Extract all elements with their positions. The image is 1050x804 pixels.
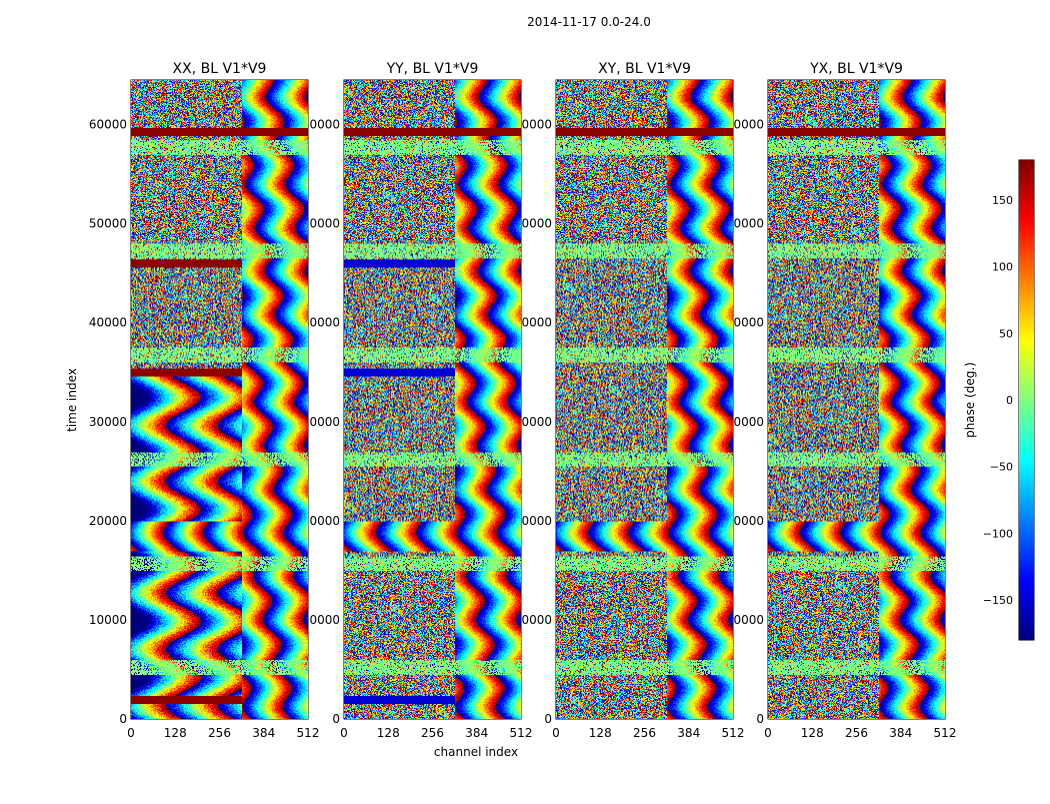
y-tick-label: 20000 <box>302 514 340 528</box>
y-tick-label: 60000 <box>514 118 552 132</box>
x-tick-label: 0 <box>764 726 772 740</box>
x-tick-label: 0 <box>127 726 135 740</box>
y-tick-label: 50000 <box>726 217 764 231</box>
colorbar-gradient <box>1019 160 1034 640</box>
y-tick-label: 10000 <box>89 613 127 627</box>
x-tick-label: 256 <box>208 726 231 740</box>
x-tick-label: 0 <box>340 726 348 740</box>
y-tick-label: 20000 <box>89 514 127 528</box>
colorbar-tick-label: 100 <box>992 261 1013 274</box>
x-tick-label: 256 <box>633 726 656 740</box>
y-tick-label: 60000 <box>726 118 764 132</box>
x-tick-label: 256 <box>421 726 444 740</box>
heatmap-yy <box>344 80 521 719</box>
y-tick-label: 10000 <box>514 613 552 627</box>
y-tick-label: 30000 <box>726 415 764 429</box>
y-tick-label: 40000 <box>726 316 764 330</box>
x-tick-label: 384 <box>889 726 912 740</box>
y-tick-label: 10000 <box>726 613 764 627</box>
y-tick-label: 10000 <box>302 613 340 627</box>
colorbar-tick-label: 50 <box>999 327 1013 340</box>
x-tick-label: 384 <box>252 726 275 740</box>
colorbar-label: phase (deg.) <box>963 362 977 438</box>
y-tick-label: 20000 <box>514 514 552 528</box>
x-tick-label: 384 <box>677 726 700 740</box>
y-tick-label: 60000 <box>302 118 340 132</box>
heatmap-xy <box>556 80 733 719</box>
x-tick-label: 512 <box>722 726 745 740</box>
y-tick-label: 40000 <box>89 316 127 330</box>
panel-title-yy: YY, BL V1*V9 <box>386 61 479 77</box>
y-tick-label: 50000 <box>302 217 340 231</box>
y-tick-label: 20000 <box>726 514 764 528</box>
panel-title-xy: XY, BL V1*V9 <box>598 61 691 77</box>
x-tick-label: 256 <box>845 726 868 740</box>
x-tick-label: 128 <box>589 726 612 740</box>
x-tick-label: 128 <box>377 726 400 740</box>
panel-title-yx: YX, BL V1*V9 <box>809 61 903 77</box>
panel-title-xx: XX, BL V1*V9 <box>173 61 267 77</box>
y-tick-label: 30000 <box>89 415 127 429</box>
y-tick-label: 30000 <box>302 415 340 429</box>
y-tick-label: 50000 <box>89 217 127 231</box>
x-tick-label: 512 <box>510 726 533 740</box>
heatmap-yx <box>768 80 945 719</box>
y-tick-label: 50000 <box>514 217 552 231</box>
y-tick-label: 0 <box>756 712 764 726</box>
y-tick-label: 0 <box>332 712 340 726</box>
x-tick-label: 512 <box>297 726 320 740</box>
x-tick-label: 512 <box>934 726 957 740</box>
y-tick-label: 0 <box>544 712 552 726</box>
colorbar-tick-label: −50 <box>990 461 1013 474</box>
heatmap-xx <box>131 80 308 719</box>
y-tick-label: 40000 <box>514 316 552 330</box>
x-tick-label: 128 <box>164 726 187 740</box>
y-axis-label: time index <box>65 368 79 432</box>
x-axis-label: channel index <box>434 745 518 759</box>
colorbar-tick-label: −100 <box>983 527 1013 540</box>
x-tick-label: 128 <box>801 726 824 740</box>
y-tick-label: 60000 <box>89 118 127 132</box>
x-tick-label: 0 <box>552 726 560 740</box>
y-tick-label: 40000 <box>302 316 340 330</box>
y-tick-label: 30000 <box>514 415 552 429</box>
figure-suptitle: 2014-11-17 0.0-24.0 <box>527 15 651 29</box>
x-tick-label: 384 <box>465 726 488 740</box>
colorbar-tick-label: −150 <box>983 594 1013 607</box>
y-tick-label: 0 <box>119 712 127 726</box>
colorbar-tick-label: 0 <box>1006 394 1013 407</box>
colorbar-tick-label: 150 <box>992 194 1013 207</box>
